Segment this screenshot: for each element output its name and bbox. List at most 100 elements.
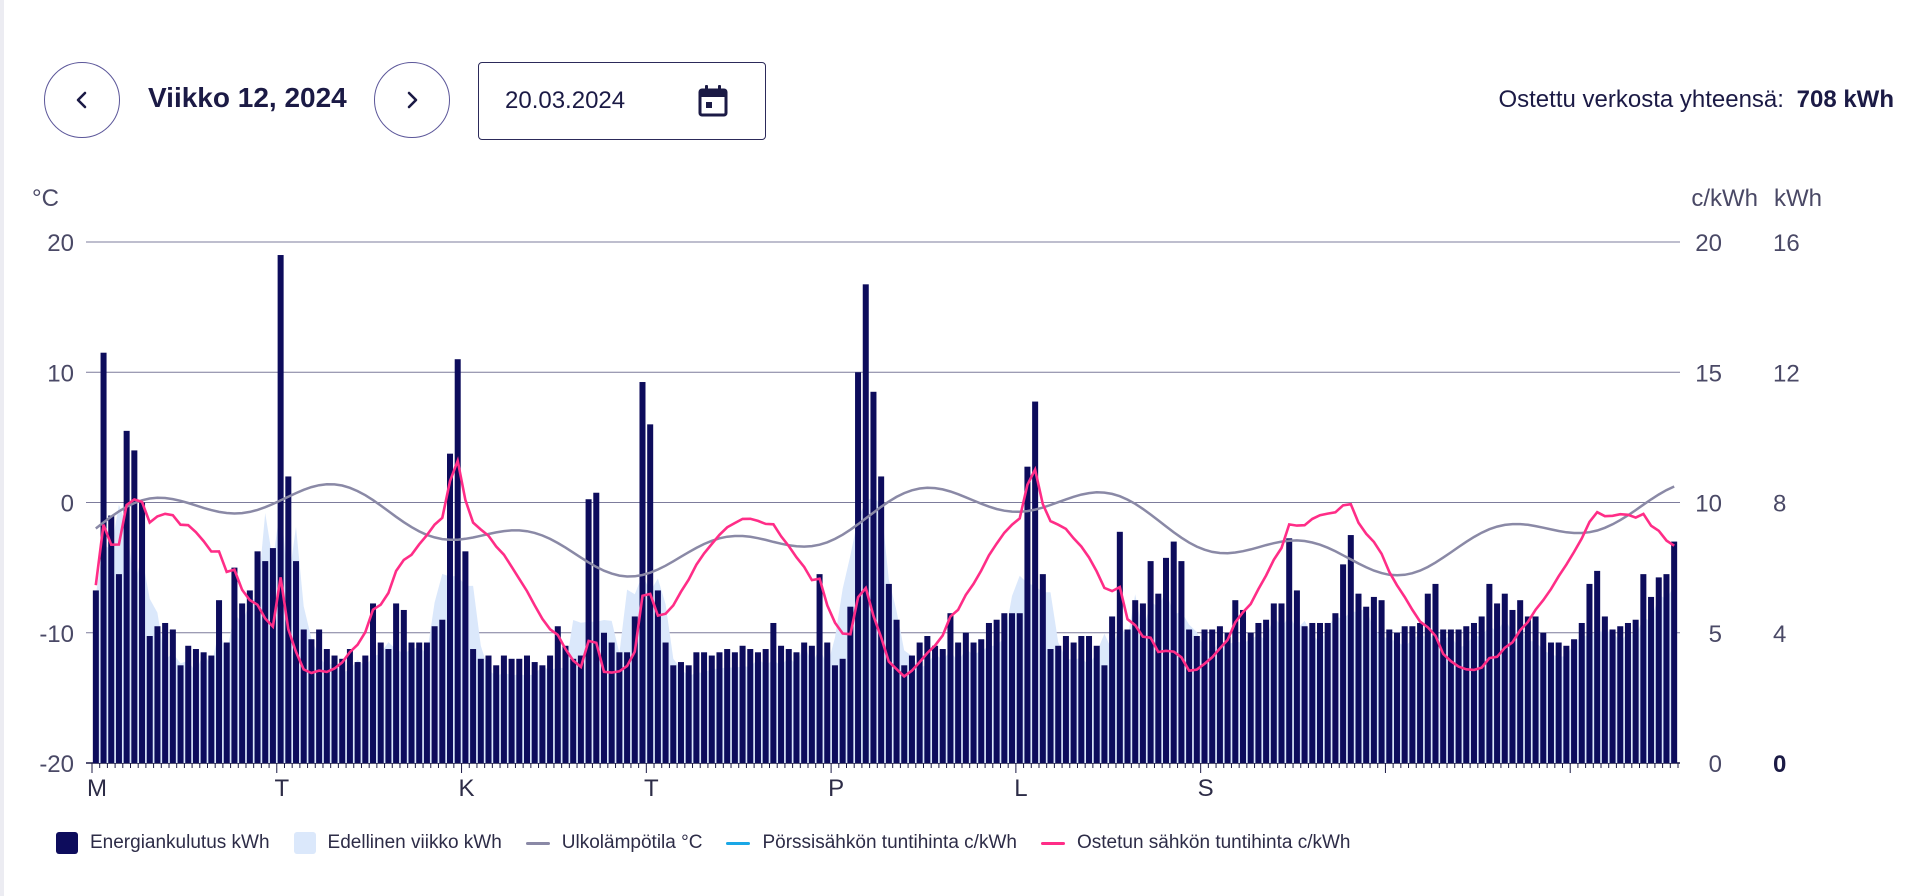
consumption-bar bbox=[816, 574, 823, 763]
consumption-bar bbox=[855, 372, 862, 763]
consumption-bar bbox=[400, 609, 407, 763]
day-label: P bbox=[828, 775, 844, 802]
consumption-bar bbox=[1601, 616, 1608, 763]
consumption-bar bbox=[1009, 613, 1016, 763]
chart-legend: Energiankulutus kWh Edellinen viikko kWh U… bbox=[56, 832, 1375, 854]
consumption-bar bbox=[1163, 557, 1170, 763]
consumption-bar bbox=[1640, 574, 1647, 763]
next-week-button[interactable] bbox=[374, 62, 450, 138]
consumption-bar bbox=[1070, 642, 1077, 763]
y-energy-tick: 0 bbox=[1773, 751, 1786, 778]
week-title: Viikko 12, 2024 bbox=[148, 82, 347, 113]
consumption-bar bbox=[485, 655, 492, 763]
consumption-bar bbox=[947, 613, 954, 763]
consumption-bar bbox=[1363, 606, 1370, 763]
date-value[interactable]: 20.03.2024 bbox=[505, 87, 626, 114]
consumption-bar bbox=[1632, 619, 1639, 763]
consumption-bar bbox=[185, 645, 192, 763]
consumption-bar bbox=[1101, 665, 1108, 763]
consumption-bar bbox=[908, 655, 915, 763]
total-purchased-label: Ostettu verkosta yhteensä: bbox=[1498, 86, 1784, 113]
calendar-icon[interactable] bbox=[697, 84, 729, 118]
consumption-bar bbox=[1086, 636, 1093, 763]
consumption-bar bbox=[1024, 466, 1031, 763]
legend-label: Pörssisähkön tuntihinta c/kWh bbox=[762, 832, 1017, 853]
y-price-tick: 15 bbox=[1695, 360, 1722, 387]
consumption-bar bbox=[985, 622, 992, 763]
consumption-bar bbox=[354, 662, 361, 763]
consumption-bar bbox=[246, 590, 253, 763]
consumption-bar bbox=[1039, 574, 1046, 763]
consumption-bar bbox=[562, 645, 569, 763]
consumption-bar bbox=[893, 619, 900, 763]
legend-item[interactable]: Pörssisähkön tuntihinta c/kWh bbox=[726, 832, 1017, 854]
consumption-bar bbox=[577, 655, 584, 763]
consumption-bar bbox=[1147, 561, 1154, 763]
consumption-bar bbox=[339, 658, 346, 763]
temperature-line bbox=[95, 483, 1675, 578]
date-picker-field[interactable]: 20.03.2024 bbox=[478, 62, 766, 140]
consumption-bar bbox=[762, 649, 769, 763]
consumption-bar bbox=[662, 642, 669, 763]
consumption-bar bbox=[108, 515, 115, 763]
day-label: T bbox=[644, 775, 659, 802]
consumption-bar bbox=[192, 649, 199, 763]
consumption-bar bbox=[1301, 626, 1308, 763]
previous-week-button[interactable] bbox=[44, 62, 120, 138]
consumption-bar bbox=[901, 665, 908, 763]
consumption-bar bbox=[631, 616, 638, 763]
consumption-bar bbox=[770, 622, 777, 763]
consumption-bar bbox=[885, 583, 892, 763]
consumption-bar bbox=[146, 636, 153, 763]
day-label: T bbox=[274, 775, 289, 802]
consumption-bar bbox=[208, 655, 215, 763]
energy-axis-unit: kWh bbox=[1774, 185, 1822, 212]
consumption-bar bbox=[1232, 600, 1239, 763]
consumption-bar bbox=[1209, 629, 1216, 763]
consumption-bar bbox=[1463, 626, 1470, 763]
consumption-bar bbox=[801, 642, 808, 763]
consumption-bar bbox=[870, 391, 877, 763]
consumption-bar bbox=[362, 655, 369, 763]
consumption-bar bbox=[408, 642, 415, 763]
consumption-bar bbox=[862, 284, 869, 763]
consumption-bar bbox=[1340, 564, 1347, 763]
consumption-bar bbox=[1417, 622, 1424, 763]
consumption-bar bbox=[1378, 600, 1385, 763]
y-price-tick: 20 bbox=[1695, 230, 1722, 257]
consumption-bar bbox=[462, 551, 469, 763]
consumption-bar bbox=[1186, 629, 1193, 763]
consumption-bar bbox=[431, 626, 438, 763]
consumption-bar bbox=[1409, 626, 1416, 763]
legend-item[interactable]: Edellinen viikko kWh bbox=[293, 832, 502, 854]
legend-item[interactable]: Energiankulutus kWh bbox=[56, 832, 270, 854]
consumption-bar bbox=[139, 502, 146, 763]
consumption-bar bbox=[1240, 609, 1247, 763]
legend-item[interactable]: Ostetun sähkön tuntihinta c/kWh bbox=[1040, 832, 1351, 854]
consumption-bar bbox=[1278, 603, 1285, 763]
consumption-bar bbox=[1124, 629, 1131, 763]
consumption-bar bbox=[1309, 622, 1316, 763]
consumption-bar bbox=[685, 665, 692, 763]
consumption-bar bbox=[847, 606, 854, 763]
consumption-bar bbox=[1663, 574, 1670, 763]
consumption-bar bbox=[131, 450, 138, 763]
consumption-bar bbox=[716, 652, 723, 763]
consumption-bar bbox=[962, 632, 969, 763]
consumption-bar bbox=[993, 619, 1000, 763]
day-label: M bbox=[87, 775, 107, 802]
consumption-bar bbox=[477, 658, 484, 763]
y-left-tick: 0 bbox=[61, 491, 74, 518]
consumption-bar bbox=[508, 658, 515, 763]
legend-label: Energiankulutus kWh bbox=[90, 832, 270, 853]
consumption-bar bbox=[1655, 577, 1662, 763]
consumption-bar bbox=[1047, 649, 1054, 763]
consumption-bar bbox=[1540, 632, 1547, 763]
consumption-bar bbox=[708, 655, 715, 763]
legend-item[interactable]: Ulkolämpötila °C bbox=[525, 832, 702, 854]
consumption-bar bbox=[1078, 636, 1085, 763]
consumption-bar bbox=[1594, 570, 1601, 763]
consumption-bar bbox=[616, 652, 623, 763]
consumption-bar bbox=[162, 622, 169, 763]
